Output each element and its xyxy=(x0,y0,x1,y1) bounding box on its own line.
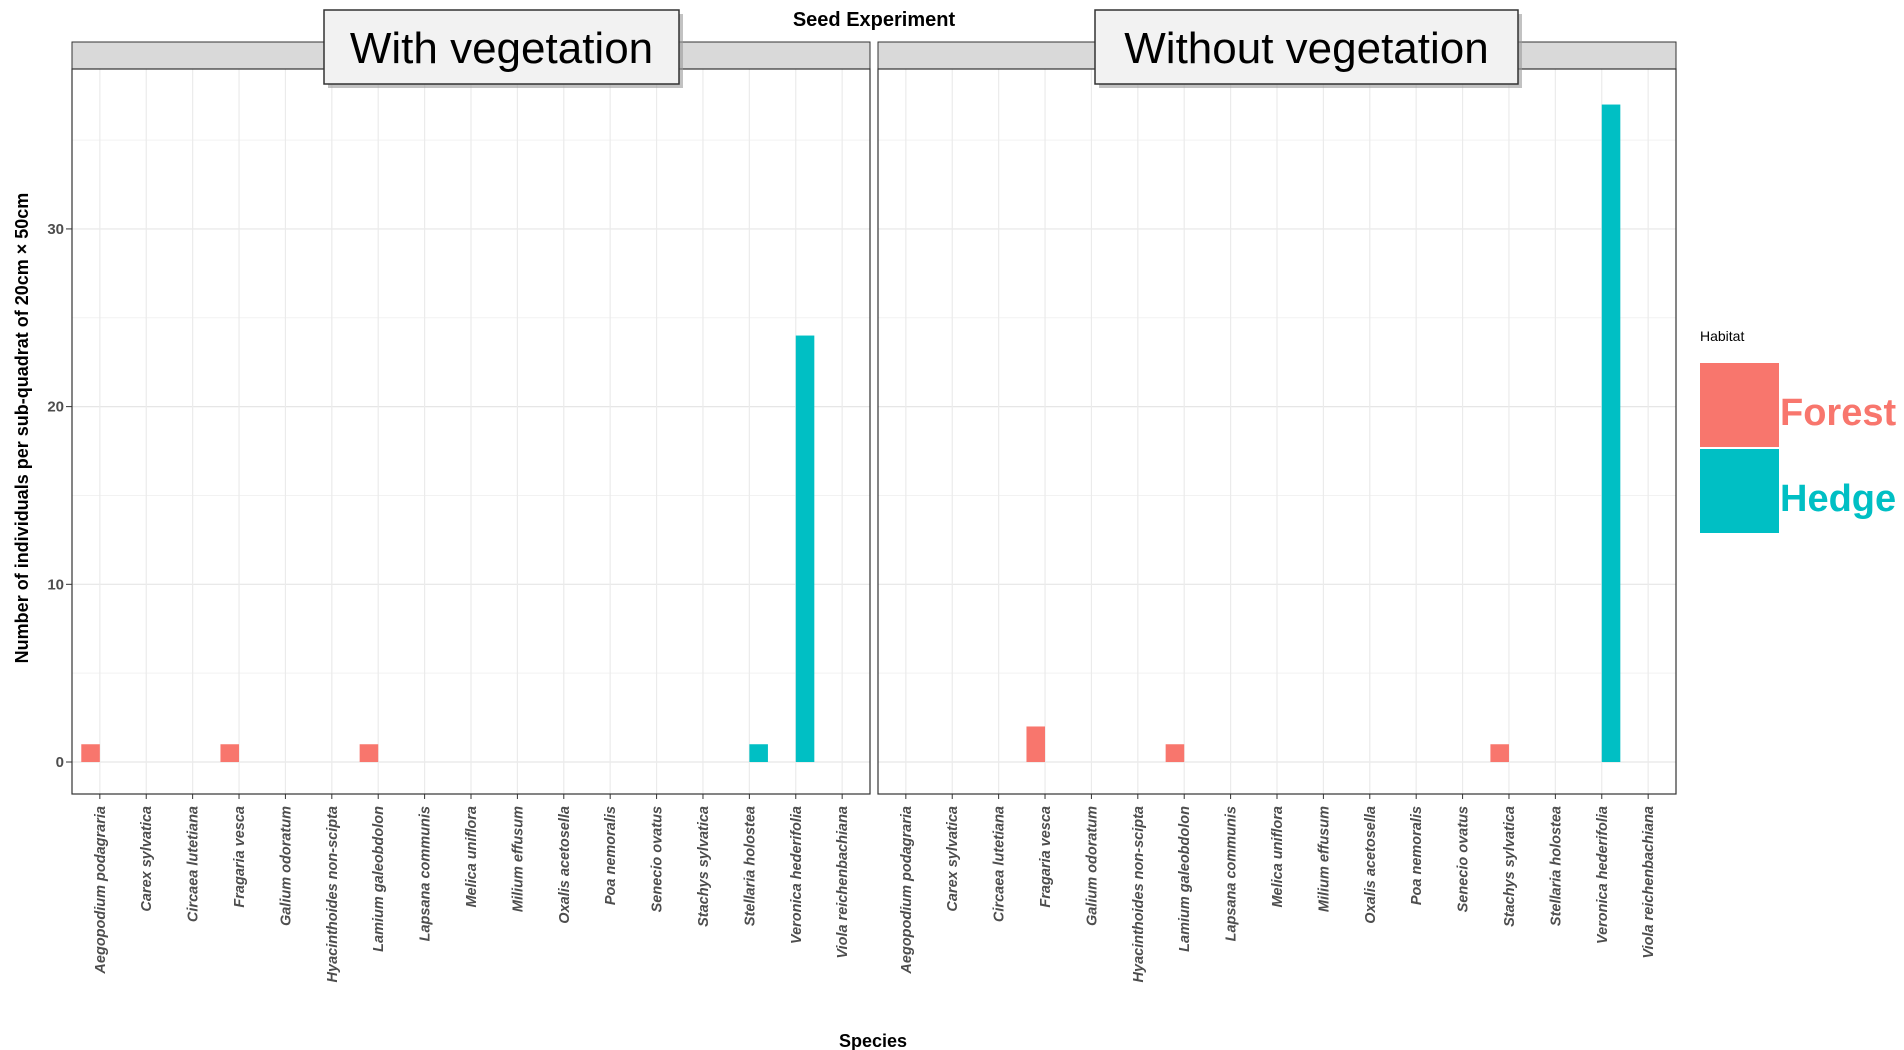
bar-forest xyxy=(1026,726,1046,763)
x-tick-label: Hyacinthoides non-scipta xyxy=(1131,806,1147,982)
bar-hedge xyxy=(795,335,815,763)
x-tick-label: Circaea lutetiana xyxy=(992,806,1008,922)
x-tick-label: Milium effusum xyxy=(1316,806,1332,912)
bar-hedge xyxy=(749,744,768,763)
facet-label-text: With vegetation xyxy=(350,24,653,73)
x-tick-label: Stachys sylvatica xyxy=(696,806,712,927)
facet-panel: Aegopodium podagraria Carex sylvatica Circ… xyxy=(877,9,1677,982)
legend: Habitat Forest Hedge xyxy=(1700,328,1896,533)
facet-label-background xyxy=(323,9,680,85)
x-tick-label: Veronica hederifolia xyxy=(789,806,805,944)
x-tick-label: Aegopodium podagraria xyxy=(93,806,109,975)
x-tick-label: Oxalis acetosella xyxy=(1363,806,1379,924)
x-tick-label: Veronica hederifolia xyxy=(1595,806,1611,944)
bar-forest xyxy=(220,744,240,763)
x-tick-label: Viola reichenbachiana xyxy=(835,806,851,959)
x-tick-label: Stellaria holostea xyxy=(742,806,758,926)
x-tick-label: Circaea lutetiana xyxy=(186,806,202,922)
x-tick-label: Senecio ovatus xyxy=(1456,806,1472,912)
x-tick-label: Lapsana communis xyxy=(418,806,434,941)
x-tick-label: Fragaria vesca xyxy=(232,806,248,908)
x-tick-label: Carex sylvatica xyxy=(945,806,961,912)
bar-forest xyxy=(359,744,379,763)
x-tick-label: Galium odoratum xyxy=(1084,806,1100,926)
legend-label-forest: Forest xyxy=(1780,392,1896,434)
x-tick-label: Poa nemoralis xyxy=(1409,806,1425,905)
x-tick-label: Melica uniflora xyxy=(1270,806,1286,908)
x-tick-label: Stellaria holostea xyxy=(1548,806,1564,926)
bar-forest xyxy=(1490,744,1509,763)
x-tick-label: Senecio ovatus xyxy=(650,806,666,912)
x-tick-label: Galium odoratum xyxy=(278,806,294,926)
facet-label-background xyxy=(1094,9,1519,85)
x-tick-label: Viola reichenbachiana xyxy=(1641,806,1657,959)
x-tick-label: Melica uniflora xyxy=(464,806,480,908)
legend-key-forest xyxy=(1700,363,1779,447)
bar-forest xyxy=(81,744,100,763)
legend-title: Habitat xyxy=(1700,328,1744,344)
facet-label-text: Without vegetation xyxy=(1124,24,1488,73)
bar-forest xyxy=(1165,744,1185,763)
x-tick-label: Milium effusum xyxy=(510,806,526,912)
y-tick-label: 10 xyxy=(47,576,64,593)
facet-panels: 0 10 20 30 Aegopodium podagraria Carex sylvat… xyxy=(47,9,1677,982)
x-tick-label: Oxalis acetosella xyxy=(557,806,573,924)
y-tick-label: 0 xyxy=(56,754,64,771)
x-tick-label: Stachys sylvatica xyxy=(1502,806,1518,927)
x-axis-title: Species xyxy=(839,1031,907,1050)
x-tick-label: Lamium galeobdolon xyxy=(1177,806,1193,952)
x-tick-label: Fragaria vesca xyxy=(1038,806,1054,908)
facet-panel: Aegopodium podagraria Carex sylvatica Circ… xyxy=(71,9,871,982)
chart-title: Seed Experiment xyxy=(793,9,956,31)
y-tick-label: 30 xyxy=(47,221,64,238)
x-tick-label: Lapsana communis xyxy=(1224,806,1240,941)
bar-hedge xyxy=(1601,104,1621,763)
y-tick-label: 20 xyxy=(47,399,64,416)
x-tick-label: Hyacinthoides non-scipta xyxy=(325,806,341,982)
legend-key-hedge xyxy=(1700,449,1779,533)
x-tick-label: Carex sylvatica xyxy=(139,806,155,912)
legend-label-hedge: Hedge xyxy=(1780,478,1896,520)
facet-label-box: Without vegetation xyxy=(1094,9,1522,88)
x-tick-label: Lamium galeobdolon xyxy=(371,806,387,952)
facet-label-box: With vegetation xyxy=(323,9,683,88)
x-tick-label: Poa nemoralis xyxy=(603,806,619,905)
y-axis-title: Number of individuals per sub-quadrat of… xyxy=(12,193,32,664)
x-tick-label: Aegopodium podagraria xyxy=(899,806,915,975)
